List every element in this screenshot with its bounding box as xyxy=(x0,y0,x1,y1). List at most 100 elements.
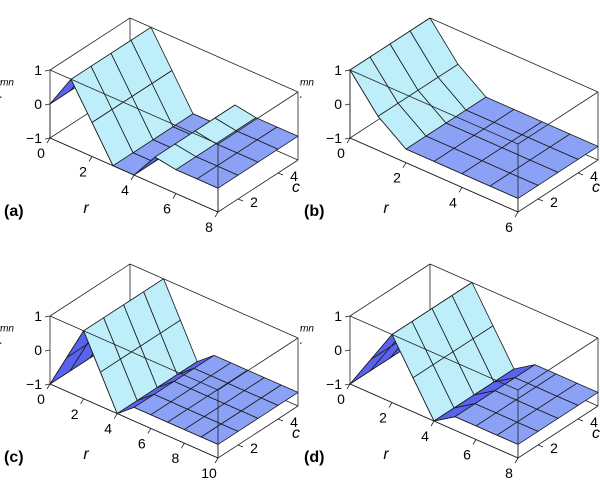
r-tick-label: 0 xyxy=(337,145,345,161)
z-tick xyxy=(44,137,51,140)
r-tick xyxy=(46,383,51,390)
c-tick-label: 4 xyxy=(290,168,298,184)
c-tick-label: 4 xyxy=(590,414,598,430)
c-tick-label: 4 xyxy=(290,414,298,430)
r-tick xyxy=(402,162,407,168)
z-label-sub: r xyxy=(300,91,302,108)
r-tick xyxy=(214,457,219,464)
r-tick-label: 2 xyxy=(71,406,79,422)
z-tick xyxy=(44,383,51,386)
r-tick xyxy=(346,137,351,144)
r-axis-label: r xyxy=(83,446,89,463)
r-tick xyxy=(472,439,477,445)
c-tick xyxy=(577,172,584,176)
surface xyxy=(349,17,599,199)
r-axis: 0 2 4 6 8 r xyxy=(337,383,519,481)
r-tick xyxy=(458,187,463,193)
c-tick xyxy=(537,444,544,448)
r-tick-label: 10 xyxy=(201,465,217,481)
z-tick xyxy=(344,315,351,318)
r-tick xyxy=(172,193,177,199)
r-tick xyxy=(346,383,351,390)
r-tick-label: 6 xyxy=(138,435,146,451)
r-tick-label: 2 xyxy=(79,164,87,180)
r-tick-label: 8 xyxy=(505,465,513,481)
c-axis-label: c xyxy=(592,179,600,196)
r-tick-label: 4 xyxy=(421,428,429,444)
z-tick-label: 0 xyxy=(334,342,342,358)
bounding-box-front xyxy=(349,69,599,213)
z-axis: 1 0 −1 dmnr xyxy=(0,308,51,392)
r-tick-label: 0 xyxy=(337,391,345,407)
r-tick xyxy=(88,156,93,162)
c-axis: 2 4c xyxy=(237,168,300,210)
z-tick xyxy=(44,349,51,352)
r-tick xyxy=(430,420,435,427)
panel-label: (b) xyxy=(304,203,324,220)
r-axis-label: r xyxy=(383,446,389,463)
r-tick-label: 2 xyxy=(393,170,401,186)
z-label-sup: mn xyxy=(300,77,314,88)
r-tick xyxy=(514,211,519,218)
r-tick-label: 4 xyxy=(121,182,129,198)
z-tick xyxy=(344,103,351,106)
z-axis: 1 0 −1 dmnr xyxy=(300,308,351,392)
r-axis-label: r xyxy=(383,200,389,217)
r-axis-label: r xyxy=(83,200,89,217)
c-tick xyxy=(577,418,584,422)
r-tick-label: 6 xyxy=(163,201,171,217)
c-axis: 2 4c xyxy=(537,168,600,210)
surface-facet xyxy=(349,345,392,385)
r-tick-label: 4 xyxy=(104,421,112,437)
c-tick xyxy=(237,198,244,202)
r-tick xyxy=(181,442,185,449)
r-axis: 0 2 4 6 8 r xyxy=(37,137,219,235)
surface xyxy=(49,26,299,189)
r-tick xyxy=(147,428,152,434)
surface xyxy=(49,278,299,445)
r-tick-label: 8 xyxy=(172,450,180,466)
r-tick xyxy=(388,402,393,408)
z-tick-label: −1 xyxy=(326,376,342,392)
r-tick-label: 6 xyxy=(505,219,513,235)
r-tick-label: 0 xyxy=(37,391,45,407)
r-tick-label: 6 xyxy=(463,447,471,463)
z-tick-label: 0 xyxy=(334,96,342,112)
surface xyxy=(349,282,599,445)
c-tick xyxy=(237,444,244,448)
c-axis: 2 4c xyxy=(237,414,300,456)
z-tick xyxy=(44,69,51,72)
r-tick-label: 2 xyxy=(379,410,387,426)
r-tick xyxy=(113,413,118,419)
z-tick xyxy=(44,103,51,106)
c-tick-label: 2 xyxy=(250,194,258,210)
c-tick xyxy=(277,172,284,176)
z-tick-label: 1 xyxy=(34,62,42,78)
z-axis: 1 0 −1 dmnr xyxy=(300,62,351,146)
z-tick-label: 1 xyxy=(334,308,342,324)
r-axis: 0 2 4 6 8 10 r xyxy=(37,383,219,481)
panel-label: (d) xyxy=(304,449,324,466)
bounding-box-front xyxy=(49,69,299,213)
z-tick xyxy=(344,349,351,352)
c-tick xyxy=(277,418,284,422)
z-label-sub: r xyxy=(300,337,302,354)
r-tick xyxy=(80,398,84,405)
c-axis: 2 4c xyxy=(537,414,600,456)
z-tick xyxy=(44,315,51,318)
c-axis-label: c xyxy=(292,425,300,442)
z-axis-label: dmn xyxy=(300,77,314,95)
z-label-sup: mn xyxy=(0,323,14,334)
z-label-sub: r xyxy=(0,91,2,108)
r-tick xyxy=(46,137,51,144)
z-axis-label: dmn xyxy=(300,323,314,341)
z-tick xyxy=(344,137,351,140)
c-tick xyxy=(537,198,544,202)
z-tick-label: −1 xyxy=(26,130,42,146)
z-tick-label: −1 xyxy=(326,130,342,146)
r-tick-label: 4 xyxy=(449,194,457,210)
